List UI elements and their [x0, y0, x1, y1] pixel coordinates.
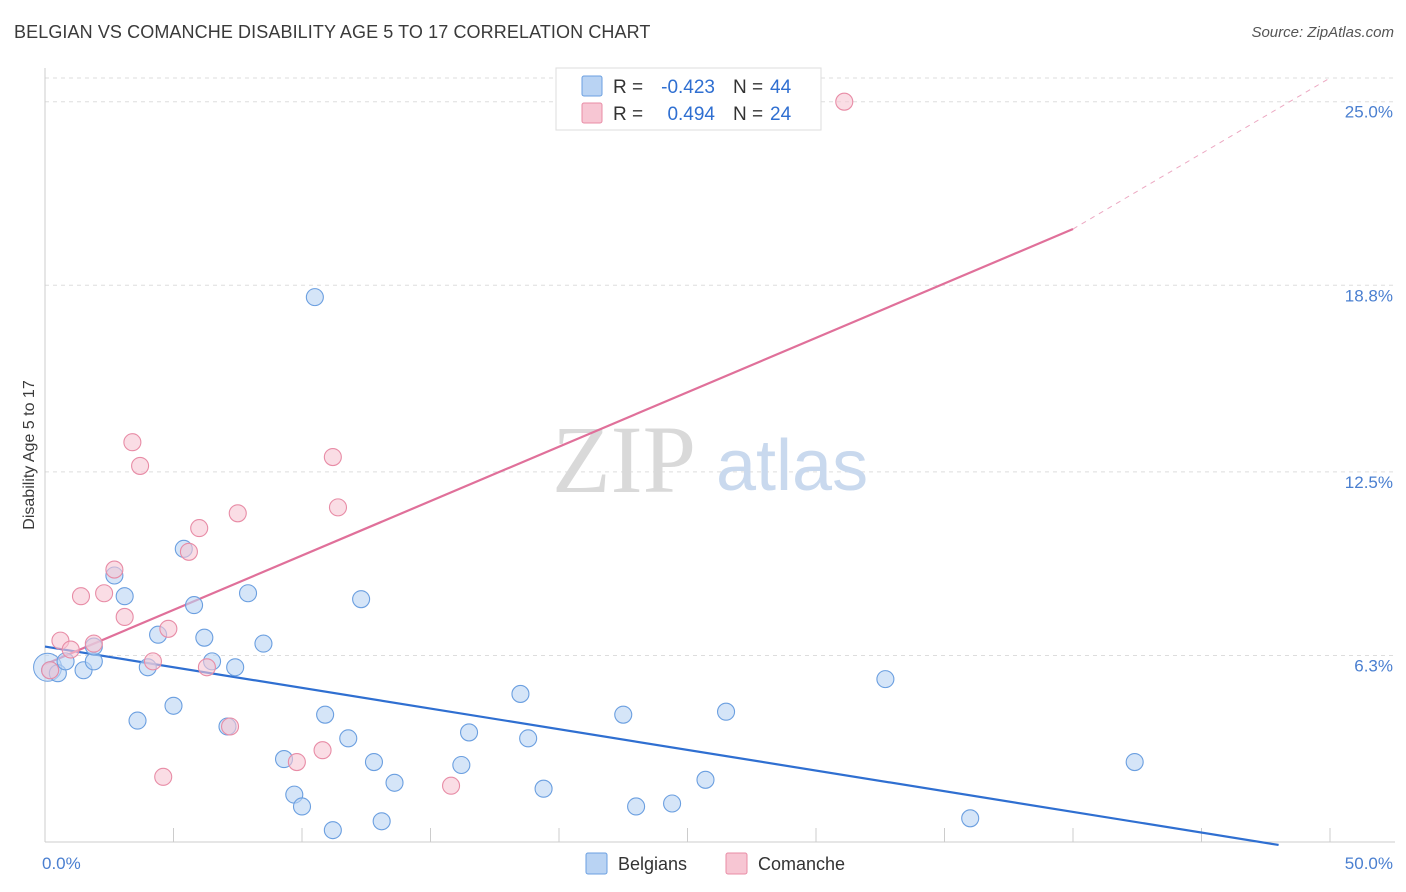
- belgians-point: [459, 723, 479, 742]
- y-tick-label: 6.3%: [1354, 656, 1393, 675]
- belgians-point: [238, 584, 258, 603]
- comanche-r-value: 0.494: [667, 104, 715, 125]
- belgians-point: [519, 729, 538, 748]
- comanche-point: [190, 519, 209, 538]
- belgians-swatch: [581, 75, 603, 97]
- series-legend: Belgians Comanche: [585, 852, 845, 875]
- comanche-point: [228, 504, 247, 523]
- belgians-trendline: [44, 645, 1279, 847]
- belgians-point: [372, 812, 391, 831]
- grid-layer: [45, 77, 1395, 656]
- x-tick-label: 0.0%: [42, 854, 81, 873]
- belgians-n-value: 44: [770, 77, 792, 98]
- watermark-atlas: atlas: [716, 426, 868, 506]
- comanche-point: [115, 607, 134, 626]
- watermark-zip: ZIP: [552, 406, 696, 513]
- belgians-point: [305, 288, 324, 307]
- belgians-point: [961, 809, 980, 828]
- belgians-point: [195, 628, 214, 647]
- comanche-point: [154, 767, 173, 786]
- belgians-point: [663, 794, 682, 813]
- legend-belgians-swatch: [585, 852, 608, 875]
- comanche-point: [123, 433, 142, 452]
- comanche-swatch: [581, 102, 603, 124]
- belgians-point: [339, 729, 358, 748]
- legend-belgians-label: Belgians: [618, 854, 687, 874]
- comanche-point: [71, 587, 91, 606]
- belgians-point: [226, 658, 245, 677]
- y-tick-label: 12.5%: [1345, 473, 1393, 492]
- belgians-point: [292, 797, 312, 816]
- y-axis-label: Disability Age 5 to 17: [21, 380, 38, 530]
- belgians-point: [696, 770, 715, 789]
- comanche-point: [143, 652, 162, 671]
- stats-legend: R = -0.423 N = 44 R = 0.494 N = 24: [555, 67, 822, 131]
- belgians-r-value: -0.423: [661, 77, 715, 98]
- y-tick-label: 25.0%: [1345, 103, 1393, 122]
- comanche-point: [313, 741, 332, 760]
- comanche-trendline: [44, 228, 1074, 666]
- belgians-point: [534, 779, 553, 798]
- trendlines: [44, 77, 1331, 847]
- belgians-point: [364, 752, 384, 772]
- legend-comanche-label: Comanche: [758, 854, 845, 874]
- comanche-point: [105, 560, 124, 579]
- chart-title: BELGIAN VS COMANCHE DISABILITY AGE 5 TO …: [14, 22, 651, 42]
- comanche-point: [323, 447, 342, 467]
- belgians-point: [164, 696, 183, 715]
- comanche-point: [442, 776, 461, 795]
- tick-labels: 6.3% 12.5% 18.8% 25.0% 0.0% 50.0%: [42, 103, 1393, 873]
- comanche-n-label: N =: [733, 104, 763, 125]
- belgians-point: [716, 702, 736, 721]
- belgians-point: [627, 797, 646, 816]
- belgians-point: [511, 684, 530, 703]
- belgians-point: [614, 705, 633, 724]
- belgians-point: [876, 670, 895, 689]
- belgians-n-label: N =: [733, 77, 763, 98]
- comanche-r-label: R =: [613, 104, 643, 125]
- comanche-point: [835, 92, 854, 111]
- comanche-point: [197, 658, 216, 677]
- comanche-trendline-extension: [1072, 77, 1331, 230]
- comanche-point: [287, 752, 306, 772]
- belgians-r-label: R =: [613, 77, 643, 98]
- points-layer: [33, 92, 1144, 840]
- comanche-n-value: 24: [770, 104, 792, 125]
- belgians-point: [115, 587, 134, 606]
- belgians-point: [316, 705, 335, 724]
- watermark: ZIP atlas: [552, 406, 868, 513]
- comanche-point: [220, 717, 240, 736]
- belgians-point: [385, 773, 404, 792]
- belgians-point: [254, 634, 273, 653]
- axes-layer: [44, 68, 1395, 843]
- comanche-point: [159, 619, 178, 638]
- comanche-point: [61, 640, 80, 659]
- comanche-point: [84, 634, 103, 653]
- belgians-point: [1125, 752, 1144, 772]
- belgians-point: [452, 755, 471, 775]
- comanche-point: [179, 542, 198, 561]
- comanche-point: [131, 456, 150, 475]
- comanche-point: [41, 661, 60, 680]
- legend-comanche-swatch: [725, 852, 748, 875]
- y-tick-label: 18.8%: [1345, 286, 1393, 305]
- comanche-point: [328, 498, 348, 517]
- source-label: Source: ZipAtlas.com: [1251, 24, 1394, 41]
- belgians-point: [128, 711, 147, 730]
- belgians-point: [352, 590, 371, 609]
- belgians-point: [185, 596, 204, 615]
- belgians-point: [323, 821, 342, 840]
- comanche-point: [95, 584, 114, 603]
- x-tick-label: 50.0%: [1345, 854, 1393, 873]
